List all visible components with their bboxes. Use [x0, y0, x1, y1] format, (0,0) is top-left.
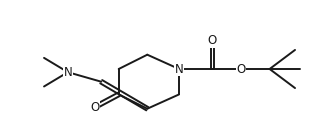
Text: O: O [208, 34, 217, 47]
Text: O: O [90, 101, 100, 114]
Text: N: N [175, 63, 183, 75]
Text: N: N [63, 66, 72, 79]
Text: O: O [236, 63, 246, 75]
